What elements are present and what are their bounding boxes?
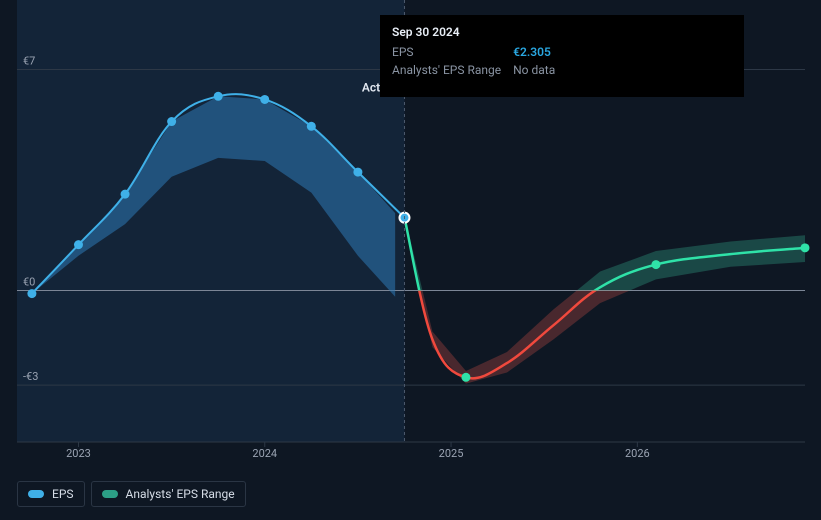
- tooltip-title: Sep 30 2024: [392, 23, 732, 41]
- svg-text:2024: 2024: [252, 447, 277, 460]
- legend-label: Analysts' EPS Range: [126, 487, 235, 501]
- legend-item-eps[interactable]: EPS: [17, 481, 85, 507]
- svg-text:€7: €7: [23, 54, 35, 67]
- tooltip-row-value: €2.305: [513, 43, 567, 61]
- legend-item-range[interactable]: Analysts' EPS Range: [91, 481, 246, 507]
- legend-label: EPS: [52, 487, 74, 501]
- chart-legend: EPS Analysts' EPS Range: [17, 481, 246, 507]
- svg-text:-€3: -€3: [23, 370, 38, 383]
- svg-text:2026: 2026: [625, 447, 650, 460]
- legend-swatch-icon: [28, 490, 44, 498]
- tooltip-row-value: No data: [513, 61, 567, 79]
- tooltip-row-label: Analysts' EPS Range: [392, 61, 513, 79]
- legend-swatch-icon: [102, 490, 118, 498]
- svg-text:€0: €0: [23, 275, 35, 288]
- chart-tooltip: Sep 30 2024 EPS €2.305 Analysts' EPS Ran…: [380, 15, 744, 97]
- svg-text:2023: 2023: [66, 447, 91, 460]
- tooltip-row-label: EPS: [392, 43, 513, 61]
- svg-text:2025: 2025: [439, 447, 464, 460]
